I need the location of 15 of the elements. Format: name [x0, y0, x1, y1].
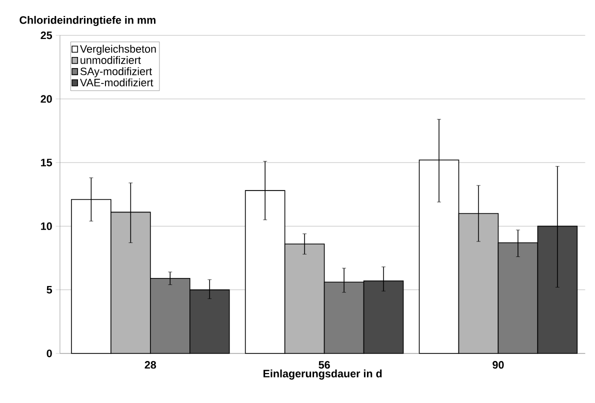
y-tick-label: 0	[46, 350, 52, 358]
x-tick-label: 56	[318, 361, 330, 369]
y-axis-title: Chlorideindringtiefe in mm	[20, 16, 156, 26]
y-tick-label: 25	[40, 32, 52, 40]
y-tick-label: 15	[41, 159, 52, 167]
x-tick-label: 28	[144, 361, 156, 369]
legend-label: unmodifiziert	[80, 56, 141, 64]
y-tick-label: 10	[41, 222, 52, 230]
y-tick-label: 5	[46, 286, 52, 294]
x-tick-label: 90	[492, 361, 504, 369]
legend-label: VAE-modifiziert	[80, 78, 154, 87]
legend-label: SAy-modifiziert	[80, 68, 152, 78]
x-axis-title: Einlagerungsdauer in d	[264, 370, 382, 380]
legend-label: Vergleichsbeton	[80, 45, 156, 56]
y-tick-label: 20	[40, 95, 52, 104]
